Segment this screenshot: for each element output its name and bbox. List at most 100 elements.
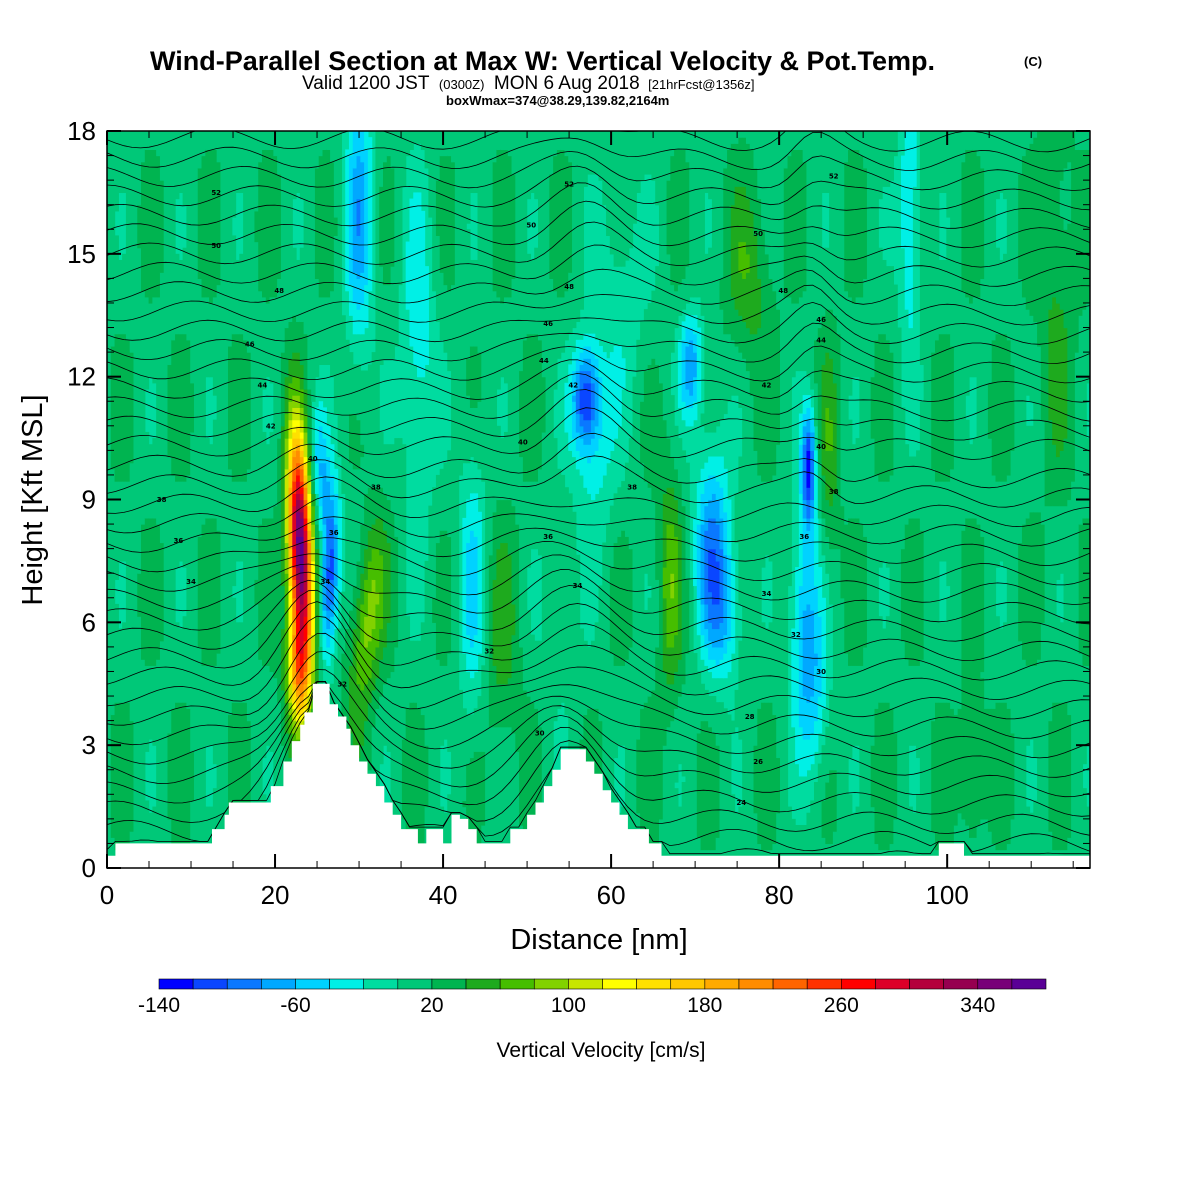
colorbar-swatch (568, 978, 603, 990)
contour-label: 48 (778, 287, 788, 295)
contour-label: 48 (274, 287, 284, 295)
colorbar-swatch (977, 978, 1013, 990)
terrain (107, 683, 1090, 868)
theta-contour-line (107, 476, 1090, 528)
x-tick-label: 40 (429, 880, 458, 910)
contour-label: 50 (211, 242, 221, 250)
y-tick-label: 18 (67, 116, 96, 146)
x-tick-label: 80 (765, 880, 794, 910)
colorbar-swatch (875, 978, 910, 990)
colorbar-tick-label: 100 (551, 994, 586, 1017)
contour-label: 46 (543, 320, 553, 328)
theta-contour-line (107, 650, 1090, 759)
contour-label: 46 (816, 316, 826, 324)
contour-label: 42 (762, 381, 772, 389)
theta-contour-line (107, 244, 1090, 287)
contour-label: 52 (211, 189, 221, 197)
theta-contour-line (107, 131, 1090, 153)
theta-contour-line (107, 322, 1090, 364)
theta-contour-line (107, 632, 1090, 739)
colorbar-swatch (909, 978, 944, 990)
theta-contour-line (107, 389, 1090, 441)
theta-contour-line (107, 681, 1090, 798)
colorbar-swatch (158, 978, 194, 990)
contour-label: 32 (791, 631, 801, 639)
contour-label: 52 (829, 173, 839, 181)
contour-label: 34 (573, 582, 583, 590)
theta-contour-line (107, 537, 1090, 586)
theta-contour-line (107, 165, 1090, 211)
colorbar-swatch (431, 978, 467, 990)
theta-contour-line (107, 615, 1090, 720)
colorbar-swatch (363, 978, 399, 990)
colorbar-swatch (636, 978, 672, 990)
contour-label: 50 (526, 222, 536, 230)
subtitle-valid: Valid 1200 JST (302, 73, 430, 94)
colorbar-swatch (533, 978, 569, 990)
contour-label: 36 (174, 537, 184, 545)
colorbar-swatch (1011, 978, 1047, 990)
theta-contour-line (107, 268, 1090, 307)
y-tick-label: 3 (82, 730, 96, 760)
y-tick-label: 12 (67, 362, 96, 392)
colorbar-swatch (397, 978, 433, 990)
contour-label: 40 (308, 455, 318, 463)
contour-label: 42 (266, 422, 276, 430)
velocity-field (107, 131, 1090, 868)
y-tick-label: 6 (82, 607, 96, 637)
theta-contour-line (107, 601, 1090, 701)
theta-contour-line (107, 301, 1090, 345)
theta-contour-line (107, 150, 1090, 191)
chart-title: Wind-Parallel Section at Max W: Vertical… (150, 46, 935, 76)
colorbar-tick-label: -60 (280, 994, 310, 1017)
colorbar-title: Vertical Velocity [cm/s] (497, 1039, 706, 1062)
contour-label: 32 (484, 648, 494, 656)
colorbar-swatch (806, 978, 842, 990)
colorbar-swatch (261, 978, 296, 990)
colorbar-swatch (465, 978, 501, 990)
contour-label: 50 (753, 230, 763, 238)
contour-label: 38 (157, 496, 167, 504)
contour-label: 26 (753, 758, 763, 766)
y-tick-label: 9 (82, 485, 96, 515)
x-tick-label: 100 (925, 880, 968, 910)
chart-box-max: boxWmax=374@38.29,139.82,2164m (446, 93, 669, 108)
y-tick-label: 15 (67, 239, 96, 269)
contour-label: 38 (829, 488, 839, 496)
contour-label: 44 (539, 357, 549, 365)
colorbar-swatch (704, 978, 740, 990)
contour-label: 34 (321, 578, 331, 586)
contour-label: 40 (518, 439, 528, 447)
contour-label: 48 (564, 283, 574, 291)
colorbar-tick-label: 180 (687, 994, 722, 1017)
y-tick-label: 0 (82, 853, 96, 883)
contour-label: 36 (329, 529, 339, 537)
colorbar-tick-label: -140 (138, 994, 180, 1017)
colorbar: -140 -60 20 100 180 260 340 (138, 978, 1047, 1017)
theta-contour-line (107, 407, 1090, 460)
colorbar-swatch (295, 978, 330, 990)
colorbar-swatch (943, 978, 979, 990)
theta-contour-line (107, 182, 1090, 229)
x-axis-label: Distance [nm] (510, 924, 687, 956)
theta-contour-line (107, 359, 1090, 403)
theta-contour-line (107, 681, 1090, 817)
theta-contour-line (107, 345, 1090, 384)
contour-label: 52 (564, 181, 574, 189)
theta-contour-line (107, 495, 1090, 547)
contour-label: 44 (816, 336, 826, 344)
theta-contour-line (107, 516, 1090, 567)
colorbar-swatch (226, 978, 262, 990)
contour-label: 24 (736, 799, 746, 807)
colorbar-tick-label: 20 (420, 994, 443, 1017)
colorbar-tick-label: 340 (960, 994, 995, 1017)
x-tick-label: 60 (597, 880, 626, 910)
contour-label: 38 (627, 484, 637, 492)
colorbar-swatch (499, 978, 535, 990)
contour-label: 34 (762, 590, 772, 598)
colorbar-swatch (841, 978, 876, 990)
theta-contour-line (107, 553, 1090, 605)
colorbar-swatch (602, 978, 637, 990)
